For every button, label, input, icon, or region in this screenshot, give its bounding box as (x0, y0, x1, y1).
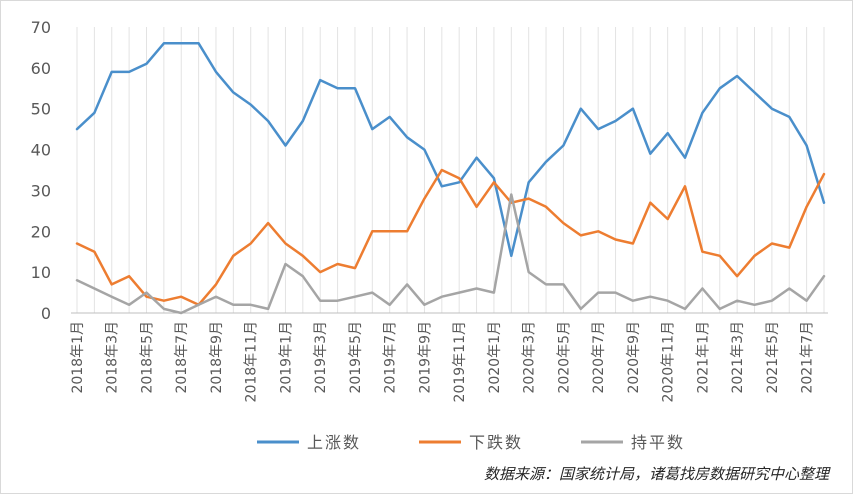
x-tick-label: 2020年3月 (522, 321, 538, 394)
x-tick-label: 2020年11月 (661, 321, 677, 402)
x-tick-label: 2021年1月 (695, 321, 711, 394)
x-tick-label: 2018年3月 (105, 321, 121, 394)
legend-label: 下跌数 (469, 433, 523, 452)
x-tick-label: 2019年7月 (383, 321, 399, 394)
x-tick-label: 2019年5月 (348, 321, 364, 394)
x-tick-label: 2021年7月 (800, 321, 816, 394)
x-tick-label: 2018年11月 (244, 321, 260, 402)
legend: 上涨数 下跌数 持平数 (257, 433, 685, 452)
x-tick-label: 2021年5月 (765, 321, 781, 394)
x-tick-label: 2020年5月 (556, 321, 572, 394)
x-tick-labels: 2018年1月 2018年3月 2018年5月 2018年7月 2018年9月 2018年… (70, 321, 816, 402)
x-tick-label: 2020年9月 (626, 321, 642, 394)
y-tick-label: 30 (31, 181, 51, 200)
x-tick-label: 2020年7月 (591, 321, 607, 394)
x-tick-label: 2021年3月 (730, 321, 746, 394)
x-tick-label: 2018年5月 (139, 321, 155, 394)
y-tick-label: 10 (31, 263, 51, 282)
x-tick-label: 2018年9月 (209, 321, 225, 394)
y-tick-label: 40 (31, 141, 51, 160)
legend-label: 持平数 (631, 433, 685, 452)
vertical-gridlines (76, 27, 825, 313)
y-tick-label: 70 (31, 18, 51, 37)
x-tick-label: 2019年3月 (313, 321, 329, 394)
series-line (75, 193, 826, 315)
series-line (75, 42, 826, 258)
x-tick-label: 2019年11月 (452, 321, 468, 402)
x-tick-label: 2020年1月 (487, 321, 503, 394)
source-note: 数据来源：国家统计局，诸葛找房数据研究中心整理 (484, 465, 831, 483)
series-line (75, 168, 826, 307)
y-tick-label: 20 (31, 222, 51, 241)
y-tick-label: 0 (41, 304, 51, 323)
y-tick-label: 60 (31, 59, 51, 78)
y-tick-labels: 0 10 20 30 40 50 60 70 (31, 18, 51, 323)
x-tick-label: 2018年1月 (70, 321, 86, 394)
x-tick-label: 2019年1月 (278, 321, 294, 394)
x-tick-label: 2019年9月 (417, 321, 433, 394)
x-tick-label: 2018年7月 (174, 321, 190, 394)
series-lines (75, 42, 826, 315)
y-tick-label: 50 (31, 100, 51, 119)
legend-label: 上涨数 (307, 433, 361, 452)
